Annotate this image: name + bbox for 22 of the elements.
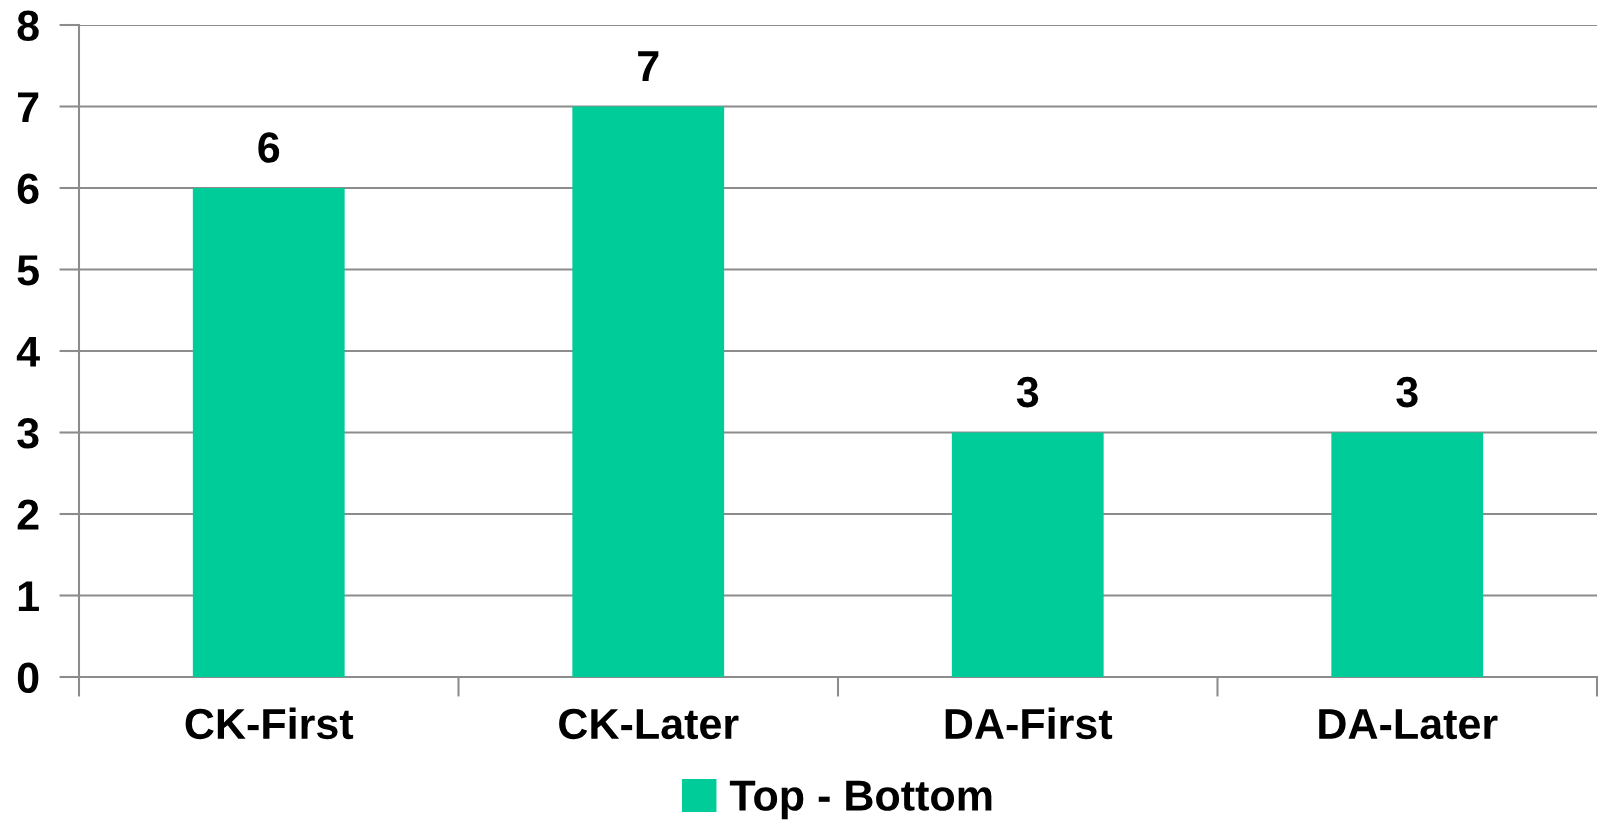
legend-label: Top - Bottom [729,780,992,820]
data-label: 3 [1396,376,1418,408]
y-tick-label: 4 [16,336,40,367]
bar [951,432,1104,677]
y-tick-label: 3 [17,418,39,449]
x-tick-label: CK-Later [559,708,739,740]
y-tick-label: 5 [17,255,39,286]
x-tick-label: DA-Later [1319,709,1498,740]
y-tick-label: 1 [18,581,39,612]
y-tick-label: 7 [18,92,39,123]
y-tick-label: 6 [17,173,39,205]
y-tick-label: 2 [17,499,39,530]
bar [572,106,725,677]
data-label: 7 [638,51,659,81]
data-label: 3 [1016,376,1039,408]
data-label: 6 [258,132,280,163]
bar [192,188,345,677]
x-tick-label: DA-First [945,707,1113,740]
y-tick-label: 8 [17,10,39,42]
x-tick-label: CK-First [185,707,354,740]
bar [1331,432,1484,677]
y-tick-label: 0 [17,662,39,694]
